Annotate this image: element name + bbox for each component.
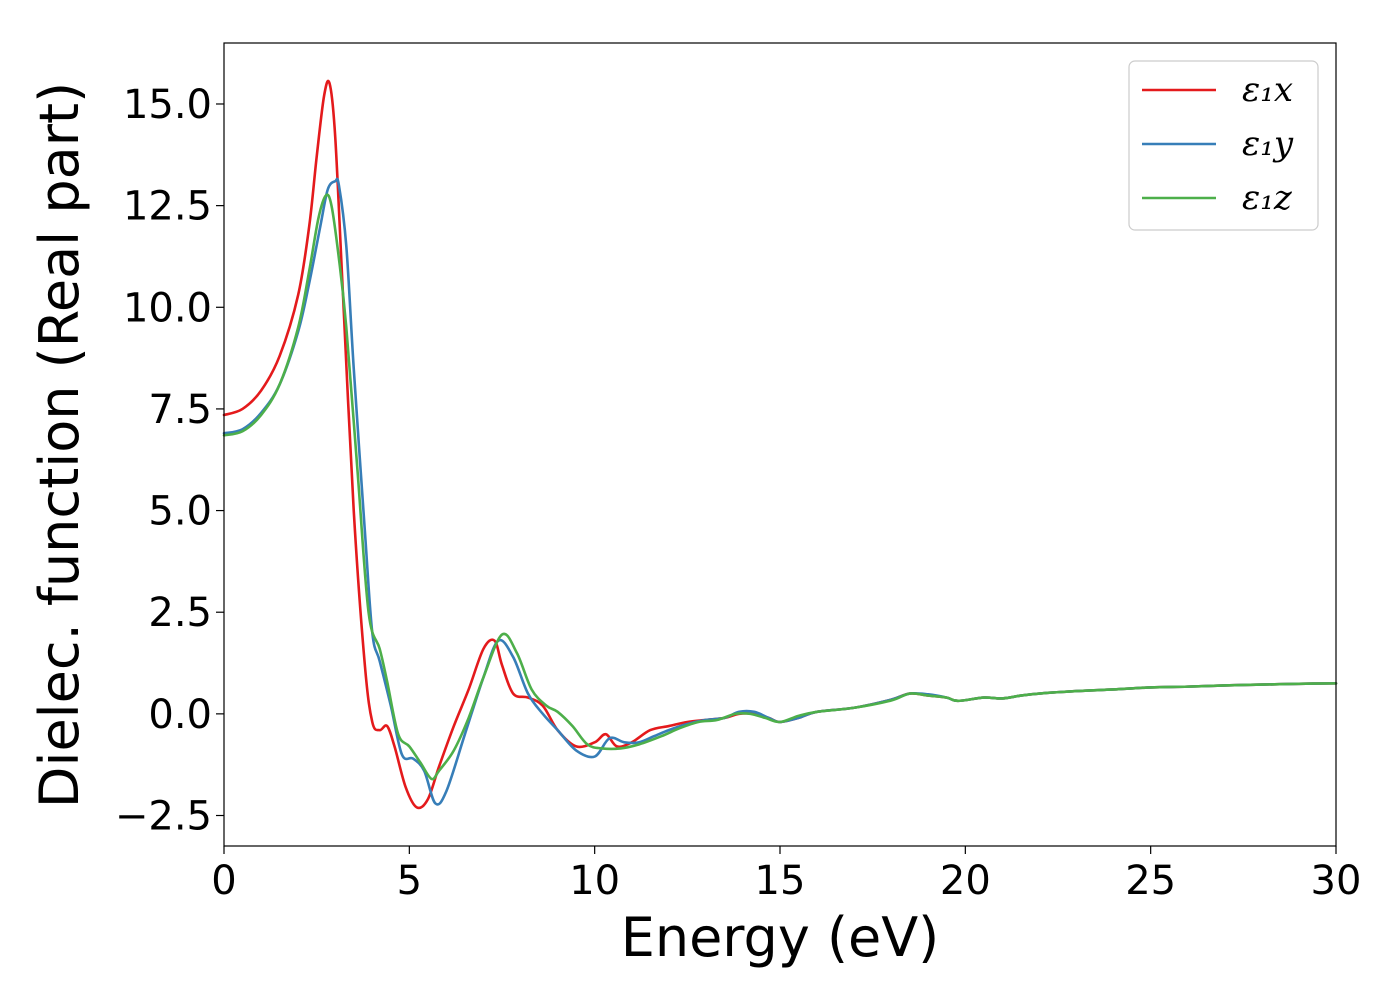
- y-tick-label: 7.5: [148, 387, 212, 433]
- x-tick-label: 5: [397, 858, 422, 904]
- legend-label-2: ε₁y: [1242, 124, 1294, 164]
- x-tick-label: 30: [1311, 858, 1362, 904]
- y-axis-ticks: −2.5 0.0 2.5 5.0 7.5 10.0 12.5 15.0: [115, 82, 224, 840]
- legend-label-3: ε₁z: [1242, 178, 1293, 218]
- y-tick-label: 2.5: [148, 590, 212, 636]
- x-tick-label: 0: [211, 858, 236, 904]
- x-tick-label: 25: [1125, 858, 1176, 904]
- x-tick-label: 15: [755, 858, 806, 904]
- x-tick-label: 20: [940, 858, 991, 904]
- y-tick-label: 0.0: [148, 692, 212, 738]
- y-tick-label: 15.0: [123, 82, 212, 128]
- x-axis-ticks: 0 5 10 15 20 25 30: [211, 846, 1361, 904]
- y-tick-label: 12.5: [123, 184, 212, 230]
- y-axis-title: Dielec. function (Real part): [28, 82, 91, 808]
- x-axis-title: Energy (eV): [621, 906, 940, 969]
- legend: ε₁x ε₁y ε₁z: [1128, 60, 1319, 231]
- series-line-3: [222, 193, 1338, 781]
- series-layer: [222, 79, 1338, 810]
- y-tick-label: −2.5: [115, 794, 212, 840]
- legend-box: [1128, 60, 1319, 231]
- y-tick-label: 10.0: [123, 285, 212, 331]
- x-tick-label: 10: [569, 858, 620, 904]
- legend-label-1: ε₁x: [1242, 70, 1293, 110]
- y-tick-label: 5.0: [148, 489, 212, 535]
